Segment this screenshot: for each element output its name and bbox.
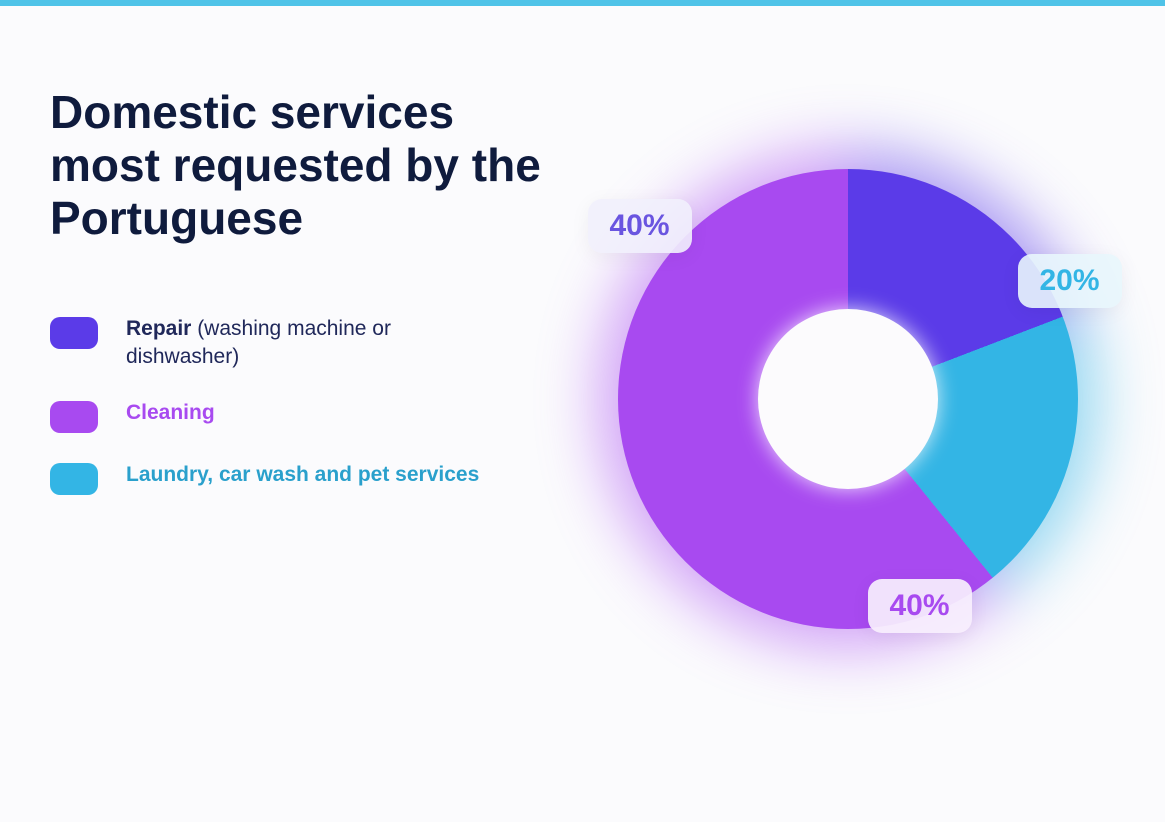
legend-label-bold: Laundry, car wash and pet services — [126, 463, 479, 486]
right-column: 40% 20% 40% — [570, 86, 1125, 712]
legend-label: Repair (washing machine or dishwasher) — [126, 315, 486, 372]
legend-label: Laundry, car wash and pet services — [126, 461, 479, 489]
left-column: Domestic services most requested by the … — [50, 86, 570, 712]
legend-label-bold: Repair — [126, 317, 191, 340]
chart-title: Domestic services most requested by the … — [50, 86, 570, 245]
legend-swatch — [50, 317, 98, 349]
percent-badge-laundry: 20% — [1018, 254, 1122, 308]
donut-chart: 40% 20% 40% — [618, 169, 1078, 629]
percent-badge-repair: 40% — [588, 199, 692, 253]
footer-caption — [0, 752, 1165, 822]
legend-label-bold: Cleaning — [126, 401, 215, 424]
legend-item-cleaning: Cleaning — [50, 399, 570, 433]
legend: Repair (washing machine or dishwasher) C… — [50, 315, 570, 496]
percent-badge-cleaning: 40% — [868, 579, 972, 633]
legend-swatch — [50, 401, 98, 433]
page-root: Domestic services most requested by the … — [0, 0, 1165, 822]
legend-swatch — [50, 463, 98, 495]
legend-item-laundry: Laundry, car wash and pet services — [50, 461, 570, 495]
donut-hole — [758, 309, 938, 489]
legend-label: Cleaning — [126, 399, 215, 427]
legend-item-repair: Repair (washing machine or dishwasher) — [50, 315, 570, 372]
main-content: Domestic services most requested by the … — [0, 6, 1165, 752]
